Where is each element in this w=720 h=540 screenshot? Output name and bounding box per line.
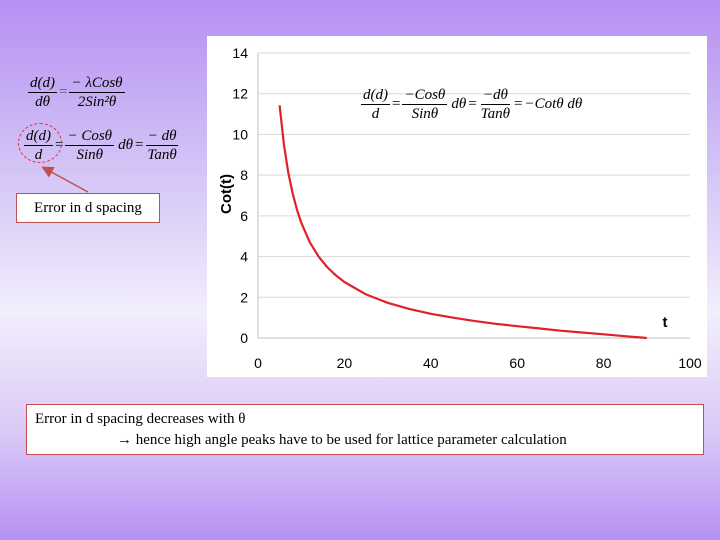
eq3-term3: −Cotθ dθ [524, 96, 583, 112]
y-tick-label: 2 [240, 289, 248, 305]
x-tick-label: 100 [678, 355, 702, 371]
eq3-equals-2: = [468, 96, 477, 112]
eq3-term1-numerator: −Cosθ [402, 87, 448, 105]
grid-lines [258, 52, 690, 298]
series-line-layer [278, 105, 647, 340]
y-tick-label: 6 [240, 208, 248, 224]
eq3-lhs-denominator: d [371, 106, 380, 122]
eq1-rhs-numerator: − λCosθ [69, 75, 125, 93]
tick-labels: 0 2 4 6 8 10 12 14 0 20 40 60 80 100 [232, 45, 701, 371]
series-line-cot [278, 105, 647, 340]
equation-cot-error: d(d) d = −Cosθ Sinθ dθ = −dθ Tanθ = −Cotθ dθ [361, 86, 582, 123]
y-tick-label: 8 [240, 167, 248, 183]
eq1-rhs-denominator: 2Sin²θ [77, 94, 117, 110]
note-line-1: Error in d spacing decreases with θ [35, 411, 246, 427]
y-tick-label: 4 [240, 249, 248, 265]
axes [257, 53, 690, 339]
eq2-term1-denominator: Sinθ [76, 147, 104, 163]
note-line-2: → hence high angle peaks have to be used… [117, 432, 567, 448]
y-tick-label: 12 [232, 86, 248, 102]
x-tick-label: 0 [254, 355, 262, 371]
eq2-term2-denominator: Tanθ [147, 147, 177, 163]
note-box: Error in d spacing decreases with θ → he… [26, 404, 704, 455]
x-axis-label: t [663, 314, 668, 331]
eq3-equals-1: = [392, 96, 401, 112]
error-callout: Error in d spacing [16, 193, 160, 223]
x-tick-label: 60 [509, 355, 525, 371]
cot-chart: 0 2 4 6 8 10 12 14 0 20 40 60 80 100 t Cot(t) [218, 45, 702, 371]
eq2-equals-2: = [134, 137, 144, 153]
eq3-lhs-numerator: d(d) [361, 87, 390, 105]
x-tick-label: 80 [596, 355, 612, 371]
y-tick-label: 0 [240, 330, 248, 346]
x-tick-label: 40 [423, 355, 439, 371]
y-axis-label: Cot(t) [218, 174, 235, 214]
y-tick-label: 10 [232, 126, 248, 142]
highlight-circle [18, 123, 62, 163]
eq3-term1-denominator: Sinθ [411, 106, 439, 122]
eq1-equals: = [59, 84, 68, 100]
equation-d-spacing-derivative: d(d) dθ = − λCosθ 2Sin²θ [28, 74, 125, 111]
eq3-term2-numerator: −dθ [480, 87, 510, 105]
eq2-term1-numerator: − Cosθ [65, 128, 115, 146]
y-tick-label: 14 [232, 45, 248, 61]
eq1-lhs-denominator: dθ [35, 94, 50, 110]
eq2-term2-numerator: − dθ [145, 128, 179, 146]
x-tick-label: 20 [337, 355, 353, 371]
error-callout-label: Error in d spacing [34, 200, 142, 216]
eq3-term1-suffix: dθ [451, 96, 467, 112]
eq2-term1-suffix: dθ [118, 137, 133, 153]
chart-panel: 0 2 4 6 8 10 12 14 0 20 40 60 80 100 t Cot(t) d(d) d = −… [207, 36, 707, 377]
eq3-term2-denominator: Tanθ [480, 106, 510, 122]
eq3-equals-3: = [514, 96, 523, 112]
eq1-lhs-numerator: d(d) [28, 75, 57, 93]
